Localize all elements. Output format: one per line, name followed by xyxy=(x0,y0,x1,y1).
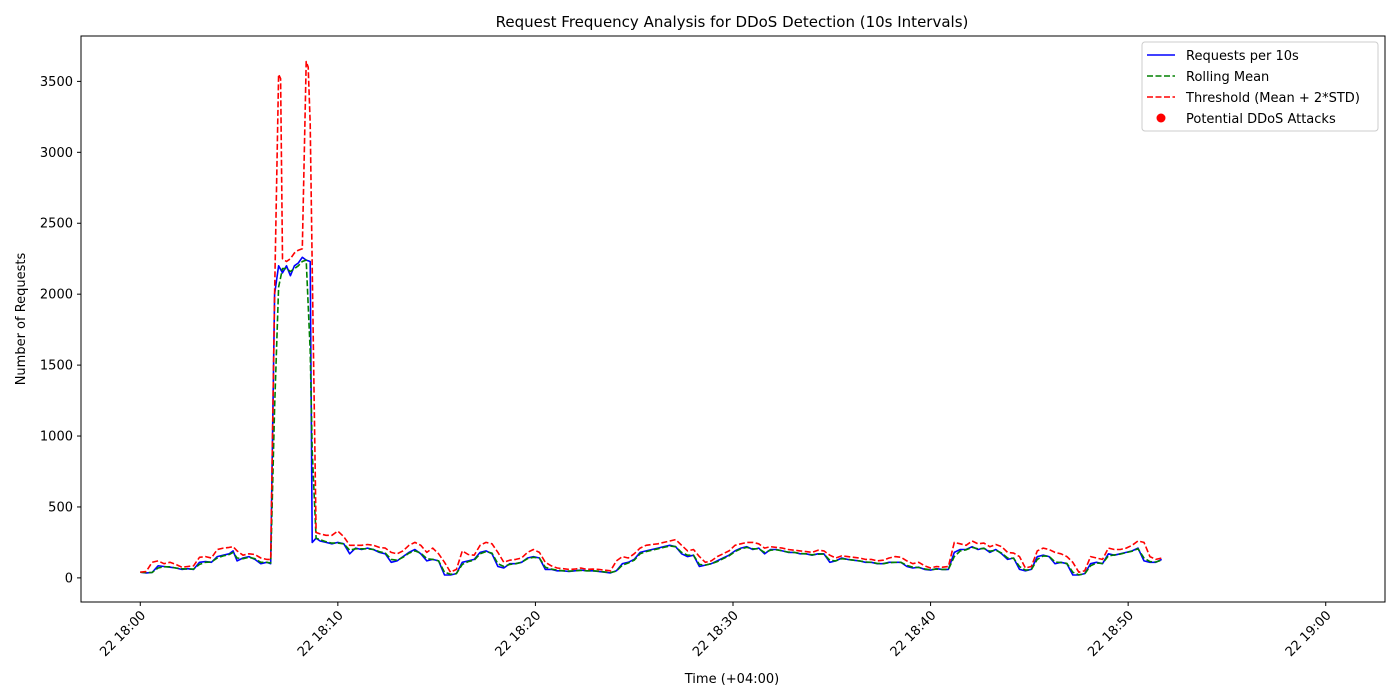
legend-entry: Threshold (Mean + 2*STD) xyxy=(1147,91,1360,106)
series-layer xyxy=(140,60,1163,576)
y-axis: 0 500 1000 1500 2000 2500 3000 3500 xyxy=(40,75,81,586)
legend-frame xyxy=(1141,41,1379,132)
chart-title: Request Frequency Analysis for DDoS Dete… xyxy=(496,13,969,31)
y-tick-label: 3500 xyxy=(40,75,73,90)
legend-label: Rolling Mean xyxy=(1186,70,1269,85)
legend-entry: Rolling Mean xyxy=(1147,70,1269,85)
plot-area xyxy=(80,35,1386,603)
legend-entries: Requests per 10s Rolling Mean Threshold (M… xyxy=(1147,49,1360,127)
x-axis-label: Time (+04:00) xyxy=(684,672,779,687)
y-tick-label: 2000 xyxy=(40,288,73,303)
legend-label: Requests per 10s xyxy=(1186,49,1299,64)
y-tick-label: 0 xyxy=(65,571,73,586)
legend: Requests per 10s Rolling Mean Threshold (M… xyxy=(1141,41,1379,132)
legend-entry: Potential DDoS Attacks xyxy=(1156,112,1336,127)
y-axis-label: Number of Requests xyxy=(14,252,29,385)
legend-label: Potential DDoS Attacks xyxy=(1186,112,1336,127)
y-tick-label: 3000 xyxy=(40,146,73,161)
legend-label: Threshold (Mean + 2*STD) xyxy=(1185,91,1360,106)
legend-entry: Requests per 10s xyxy=(1147,49,1299,64)
legend-marker xyxy=(1156,113,1166,123)
series-line-rolling-mean xyxy=(140,259,1162,576)
series-line-threshold-mean-2-std xyxy=(140,60,1162,573)
y-tick-label: 500 xyxy=(48,500,73,515)
y-tick-label: 2500 xyxy=(40,217,73,232)
y-tick-label: 1000 xyxy=(40,430,73,445)
y-tick-label: 1500 xyxy=(40,359,73,374)
